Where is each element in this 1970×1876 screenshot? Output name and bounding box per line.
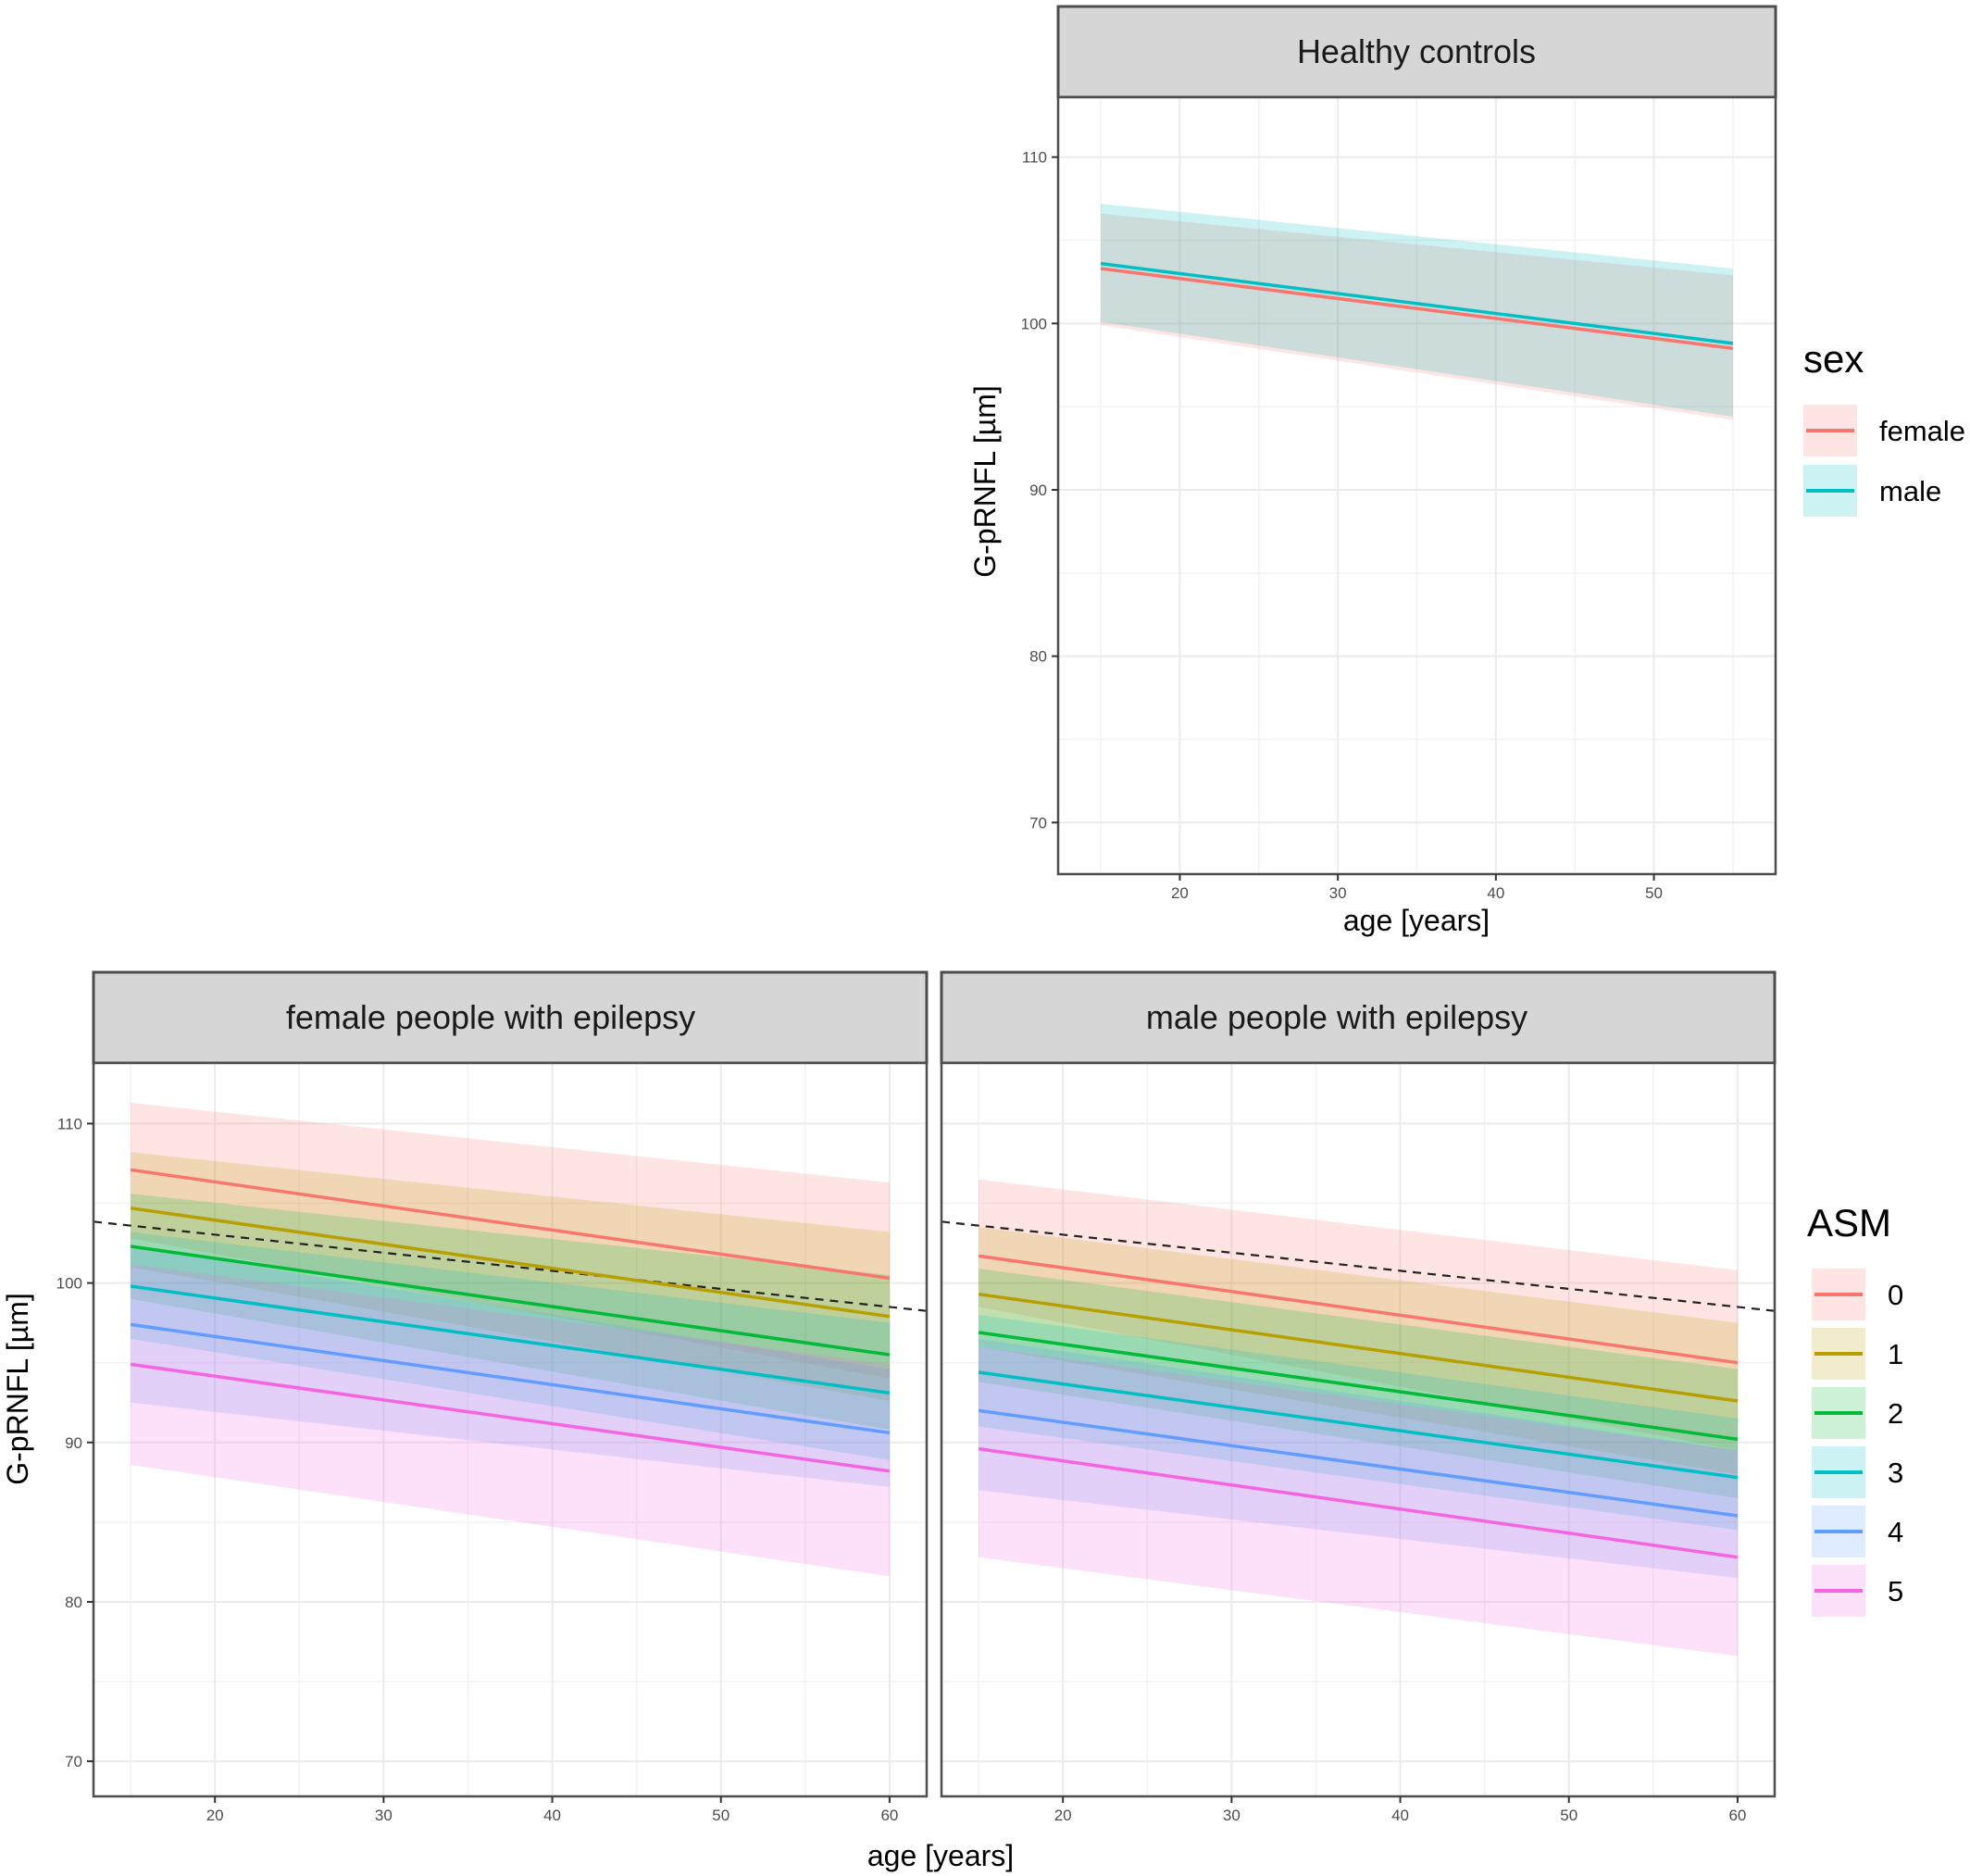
legend-asm-title: ASM [1807,1201,1891,1244]
legend-asm-label-2: 2 [1888,1397,1903,1430]
ci-band-2 [131,1194,890,1430]
legend-asm-label-5: 5 [1888,1575,1903,1607]
x-tick-label: 50 [1560,1807,1577,1824]
ci-band-0 [131,1103,890,1379]
strip-female-epilepsy [92,970,929,1065]
series-line-0 [130,1168,891,1281]
y-tick-label: 100 [56,1275,82,1293]
x-tick-label: 50 [1645,884,1663,902]
ci-band-3 [131,1232,890,1460]
plot-background [941,1063,1775,1796]
plot-area-female-epilepsy: 20 30 40 50 60 70 80 90 100 110 [56,1061,929,1824]
reference-line-healthy-controls [93,1220,928,1312]
ci-band-4 [131,1246,890,1487]
legend-asm-label-4: 4 [1888,1516,1903,1548]
plot-border [940,1061,1777,1798]
plot-border [1056,95,1777,876]
legend-asm-label-3: 3 [1888,1457,1903,1489]
y-tick-label: 90 [65,1434,82,1452]
x-tick-label: 20 [1054,1807,1072,1824]
y-tick-label: 110 [1022,149,1047,167]
y-tick-label: 70 [1029,814,1047,832]
y-tick-label: 90 [1029,482,1047,499]
x-tick-label: 40 [1487,884,1504,902]
x-tick-label: 30 [375,1807,393,1824]
x-tick-label: 20 [206,1807,224,1824]
ci-band-female [1101,213,1733,420]
ci-band-2 [979,1269,1738,1499]
series-line-2 [130,1244,891,1357]
x-tick-label: 20 [1171,884,1189,902]
legend-sex-label-male: male [1879,475,1941,507]
legend-asm: ASM 0 1 2 3 4 5 [1807,1201,1903,1617]
strip-male-epilepsy [940,970,1777,1065]
panel-title-healthy-controls: Healthy controls [1297,32,1536,70]
ci-band-0 [979,1179,1738,1451]
x-axis-title-healthy-controls: age [years] [1343,904,1490,937]
strip-healthy-controls [1056,5,1777,99]
series-line-2 [978,1331,1739,1442]
panel-title-male-epilepsy: male people with epilepsy [1146,998,1527,1036]
x-tick-label: 40 [543,1807,561,1824]
ci-band-male [1101,203,1733,417]
series-line-4 [130,1322,891,1435]
panel-female-epilepsy: female people with epilepsy 20 30 40 50 60 70… [1,970,929,1824]
y-tick-label: 80 [1029,648,1047,666]
ci-band-5 [131,1263,890,1577]
series-line-0 [978,1254,1739,1365]
series-line-4 [978,1408,1739,1518]
legend-sex: sex female male [1803,337,1965,517]
legend-asm-label-1: 1 [1888,1338,1903,1370]
y-tick-label: 110 [57,1115,82,1132]
series-line-5 [978,1446,1739,1559]
series-line-3 [130,1284,891,1395]
x-tick-label: 60 [1728,1807,1746,1824]
legend-sex-label-female: female [1879,415,1965,447]
series-line-male [1100,261,1734,345]
ci-band-1 [131,1152,890,1402]
x-tick-label: 30 [1329,884,1347,902]
x-tick-label: 30 [1223,1807,1241,1824]
x-tick-label: 40 [1391,1807,1409,1824]
reference-line-healthy-controls [941,1220,1776,1312]
x-tick-label: 50 [712,1807,729,1824]
ci-band-3 [979,1315,1738,1531]
y-axis-title-healthy-controls: G-pRNFL [µm] [968,385,1002,577]
y-tick-label: 100 [1021,315,1047,332]
legend-sex-title: sex [1803,337,1864,381]
series-line-female [1100,267,1734,351]
panel-male-epilepsy: male people with epilepsy 20 30 40 50 60 [940,970,1777,1824]
plot-area-healthy-controls: 20 30 40 50 70 80 90 100 110 [1021,95,1777,902]
series-line-3 [978,1370,1739,1480]
y-tick-label: 80 [65,1594,82,1611]
series-line-5 [130,1362,891,1473]
series-line-1 [978,1292,1739,1403]
x-tick-label: 60 [880,1807,898,1824]
legend-asm-label-0: 0 [1888,1279,1903,1311]
y-tick-label: 70 [65,1753,82,1770]
y-axis-title-epilepsy: G-pRNFL [µm] [1,1293,34,1484]
plot-border [92,1061,929,1798]
panel-healthy-controls: Healthy controls 20 30 40 50 70 80 90 100 110 ag… [968,5,1777,937]
series-line-1 [130,1206,891,1319]
x-axis-title-epilepsy: age [years] [867,1839,1014,1872]
panel-title-female-epilepsy: female people with epilepsy [286,998,695,1036]
plot-area-male-epilepsy: 20 30 40 50 60 [940,1061,1777,1824]
